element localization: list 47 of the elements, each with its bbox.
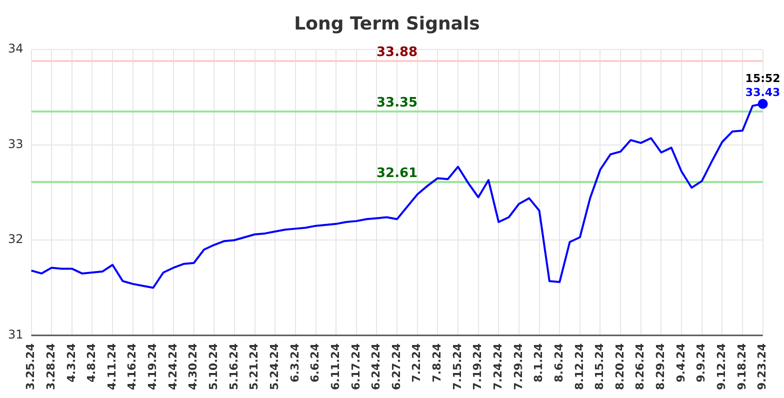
x-tick-label: 4.19.24 <box>146 343 160 390</box>
x-tick-label: 4.3.24 <box>64 343 78 382</box>
x-tick-label: 7.29.24 <box>512 343 525 390</box>
x-tick-label: 6.6.24 <box>308 343 322 382</box>
x-tick-label: 9.23.24 <box>756 343 769 390</box>
x-tick-label: 7.24.24 <box>491 343 504 390</box>
x-tick-label: 8.29.24 <box>654 343 668 390</box>
x-tick-label: 5.24.24 <box>268 343 281 390</box>
x-tick-label: 6.3.24 <box>288 343 302 382</box>
ref-line-label: 33.88 <box>376 44 418 60</box>
x-tick-label: 5.10.24 <box>207 343 220 390</box>
x-tick-label: 3.28.24 <box>44 343 58 390</box>
x-tick-label: 5.16.24 <box>227 343 240 390</box>
ref-line-label: 33.35 <box>376 95 418 110</box>
chart-title: Long Term Signals <box>294 13 480 34</box>
x-tick-label: 4.8.24 <box>85 343 98 382</box>
x-tick-label: 9.4.24 <box>674 343 688 382</box>
x-tick-label: 3.25.24 <box>24 343 38 390</box>
x-tick-label: 7.2.24 <box>410 343 424 382</box>
x-tick-label: 8.6.24 <box>552 343 566 382</box>
x-tick-label: 8.26.24 <box>634 343 647 390</box>
x-tick-label: 9.9.24 <box>694 343 708 382</box>
x-tick-label: 9.18.24 <box>735 343 748 390</box>
x-tick-label: 7.8.24 <box>430 343 444 382</box>
x-tick-label: 7.15.24 <box>450 343 464 390</box>
annotation: 15:52 <box>745 72 780 85</box>
x-tick-label: 6.27.24 <box>390 343 403 390</box>
x-tick-label: 4.24.24 <box>166 343 180 390</box>
x-tick-label: 4.11.24 <box>105 343 118 390</box>
x-tick-label: 7.19.24 <box>471 343 484 390</box>
y-tick-label: 31 <box>8 328 24 342</box>
x-tick-label: 8.12.24 <box>572 343 586 390</box>
data-label: 33.43 <box>745 86 780 99</box>
y-tick-label: 33 <box>8 136 24 151</box>
x-tick-label: 6.11.24 <box>328 343 342 390</box>
y-tick-label: 32 <box>8 232 24 246</box>
ref-line-label: 32.61 <box>376 166 418 181</box>
x-tick-label: 4.16.24 <box>126 343 139 390</box>
x-tick-label: 6.17.24 <box>349 343 362 390</box>
x-tick-label: 6.24.24 <box>370 343 383 390</box>
x-tick-label: 9.12.24 <box>715 343 728 390</box>
x-tick-label: 8.15.24 <box>593 343 606 390</box>
x-tick-label: 8.20.24 <box>613 343 626 390</box>
x-tick-label: 5.21.24 <box>248 343 261 390</box>
y-tick-label: 34 <box>8 42 24 56</box>
x-tick-label: 4.30.24 <box>186 343 200 390</box>
x-tick-label: 8.1.24 <box>532 343 546 382</box>
